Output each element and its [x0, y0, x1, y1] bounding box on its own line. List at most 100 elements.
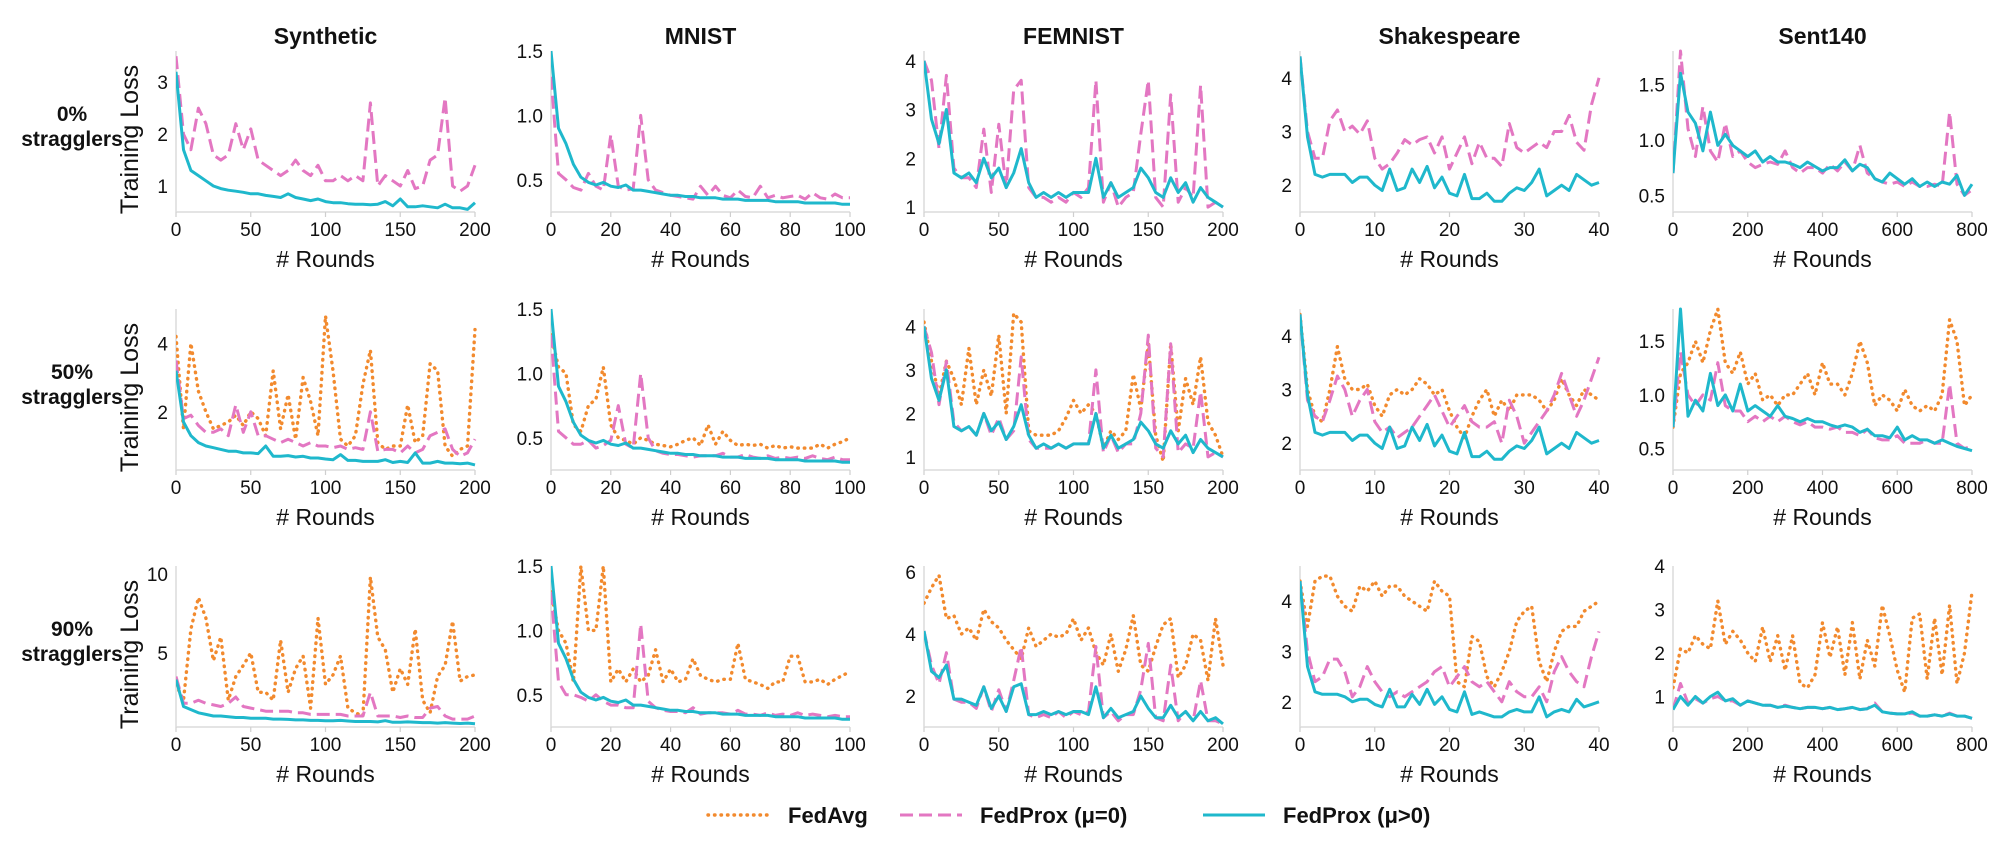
series-line-fedprox-0	[1673, 49, 1973, 197]
y-tick-label: 0.5	[1639, 186, 1665, 207]
x-tick-label: 40	[660, 478, 681, 499]
row-label-stragglers: stragglers	[21, 386, 123, 409]
panel-synthetic-0: 0 50 100 150 200 1 2 3 # Rounds Training Loss	[116, 51, 491, 272]
column-title: Sent140	[1778, 23, 1866, 49]
panel-shakespeare-2: 0 10 20 30 40 2 3 4 # Rounds	[1281, 566, 1610, 787]
y-tick-label: 0.5	[1639, 440, 1665, 461]
x-tick-label: 150	[384, 735, 416, 756]
x-tick-label: 60	[720, 220, 741, 241]
series-line-fedprox-0	[176, 679, 476, 726]
panel-synthetic-2: 0 50 100 150 200 5 10 # Rounds Training Loss	[116, 565, 491, 787]
row-label-percent: 90%	[51, 618, 93, 641]
y-tick-label: 1.0	[517, 621, 543, 642]
series-line-fedprox-0	[1300, 580, 1601, 704]
y-tick-label: 0.5	[517, 171, 543, 192]
y-tick-label: 3	[905, 101, 916, 122]
x-tick-label: 800	[1956, 220, 1988, 241]
series-line-fedprox-0	[176, 360, 477, 458]
x-tick-label: 400	[1807, 735, 1839, 756]
x-tick-label: 10	[1364, 478, 1385, 499]
x-axis-label: # Rounds	[1773, 761, 1871, 787]
y-axis-label: Training Loss	[116, 580, 144, 729]
x-tick-label: 0	[546, 220, 557, 241]
x-axis-label: # Rounds	[1024, 761, 1122, 787]
x-tick-label: 100	[310, 735, 342, 756]
x-tick-label: 0	[546, 735, 557, 756]
x-tick-label: 0	[1668, 478, 1679, 499]
series-line-fedprox-0	[1300, 56, 1600, 203]
y-tick-label: 1.0	[1639, 131, 1665, 152]
x-tick-label: 20	[1439, 478, 1460, 499]
x-tick-label: 80	[780, 478, 801, 499]
x-tick-label: 400	[1807, 478, 1839, 499]
x-tick-label: 0	[1295, 220, 1306, 241]
series-line-fedprox-0	[176, 71, 476, 211]
column-title: FEMNIST	[1023, 23, 1124, 49]
x-tick-label: 10	[1364, 735, 1385, 756]
y-tick-label: 1.0	[517, 364, 543, 385]
y-tick-label: 3	[905, 361, 916, 382]
x-tick-label: 100	[834, 478, 866, 499]
column-title: Synthetic	[274, 23, 378, 49]
x-tick-label: 0	[919, 478, 930, 499]
x-tick-label: 200	[459, 478, 491, 499]
x-tick-label: 800	[1956, 735, 1988, 756]
panel-synthetic-1: 0 50 100 150 200 2 4 # Rounds Training Loss	[116, 309, 491, 530]
x-tick-label: 200	[1732, 735, 1764, 756]
x-tick-label: 100	[834, 220, 866, 241]
x-axis-label: # Rounds	[1024, 246, 1122, 272]
y-tick-label: 1.0	[1639, 386, 1665, 407]
row-label-stragglers: stragglers	[21, 128, 123, 151]
series-line-fedavg	[551, 564, 852, 691]
x-axis-label: # Rounds	[1773, 504, 1871, 530]
series-line-fedprox-0	[176, 56, 477, 193]
series-line-fedprox-0	[924, 60, 1224, 209]
x-tick-label: 150	[1132, 478, 1164, 499]
series-line-fedprox-0	[551, 591, 850, 719]
panel-sent140-0: 0 200 400 600 800 0.5 1.0 1.5 # Rounds	[1639, 49, 1988, 272]
panel-mnist-1: 0 20 40 60 80 100 0.5 1.0 1.5 # Rounds	[517, 300, 866, 530]
y-tick-label: 4	[1654, 557, 1665, 578]
y-tick-label: 2	[1281, 176, 1292, 197]
legend-label: FedAvg	[788, 803, 868, 828]
column-title: MNIST	[665, 23, 737, 49]
y-tick-label: 4	[157, 334, 168, 355]
x-tick-label: 40	[660, 220, 681, 241]
series-line-fedprox-0	[1673, 350, 1973, 450]
series-line-fedavg	[551, 333, 852, 450]
x-tick-label: 20	[1439, 735, 1460, 756]
y-tick-label: 2	[1281, 434, 1292, 455]
y-tick-label: 1	[1654, 688, 1665, 709]
x-axis-label: # Rounds	[1400, 246, 1498, 272]
x-tick-label: 80	[780, 735, 801, 756]
y-tick-label: 1.5	[517, 300, 543, 321]
x-tick-label: 0	[1668, 735, 1679, 756]
y-tick-label: 6	[905, 563, 916, 584]
series-line-fedavg	[924, 573, 1225, 683]
x-axis-label: # Rounds	[276, 246, 374, 272]
row-label-percent: 50%	[51, 361, 93, 384]
x-tick-label: 50	[988, 478, 1009, 499]
series-line-fedavg	[1300, 312, 1601, 440]
x-axis-label: # Rounds	[1400, 504, 1498, 530]
series-line-fedprox-0	[924, 630, 1224, 726]
y-tick-label: 1	[905, 198, 916, 219]
y-tick-label: 4	[1281, 327, 1292, 348]
x-tick-label: 60	[720, 478, 741, 499]
x-axis-label: # Rounds	[1773, 246, 1871, 272]
x-tick-label: 0	[919, 735, 930, 756]
x-tick-label: 0	[171, 735, 182, 756]
x-tick-label: 50	[988, 220, 1009, 241]
x-tick-label: 0	[919, 220, 930, 241]
x-tick-label: 30	[1514, 735, 1535, 756]
y-tick-label: 4	[905, 625, 916, 646]
x-tick-label: 400	[1807, 220, 1839, 241]
y-tick-label: 2	[1281, 693, 1292, 714]
x-tick-label: 60	[720, 735, 741, 756]
x-tick-label: 50	[988, 735, 1009, 756]
x-tick-label: 150	[384, 220, 416, 241]
x-tick-label: 50	[240, 478, 261, 499]
x-tick-label: 30	[1514, 478, 1535, 499]
x-tick-label: 200	[1732, 478, 1764, 499]
